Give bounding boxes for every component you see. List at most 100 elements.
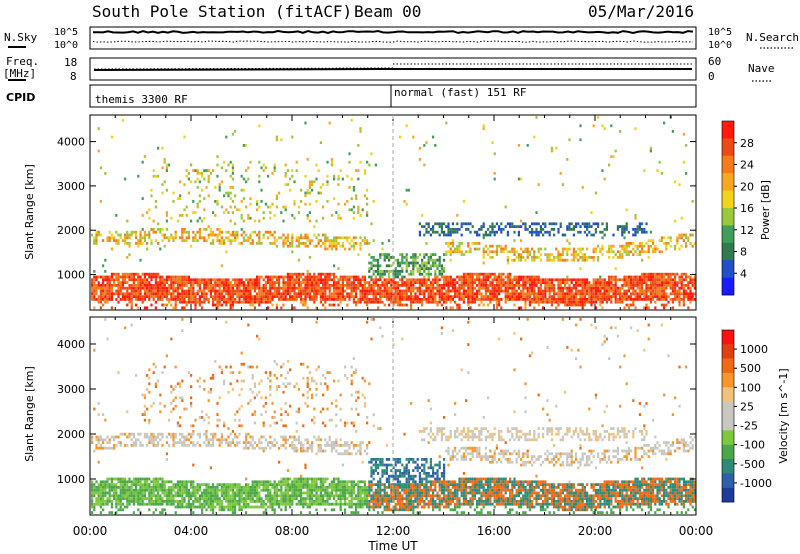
range-cell [236, 410, 239, 414]
range-cell [198, 281, 201, 284]
range-cell [383, 270, 386, 273]
range-cell [119, 483, 122, 486]
range-cell [245, 289, 248, 293]
range-cell [528, 275, 531, 279]
range-cell [491, 295, 494, 298]
range-cell [163, 233, 166, 237]
range-cell [311, 298, 314, 301]
range-cell [649, 239, 652, 242]
range-cell [286, 284, 289, 287]
range-cell [348, 281, 351, 284]
range-cell [315, 278, 318, 282]
range-cell [154, 497, 157, 500]
range-cell [115, 488, 118, 492]
range-cell [108, 438, 111, 442]
range-cell [601, 278, 604, 282]
range-cell [621, 256, 624, 259]
range-cell [341, 295, 344, 298]
range-cell [256, 281, 259, 284]
range-cell [137, 502, 140, 506]
range-cell [304, 244, 307, 248]
range-cell [489, 281, 492, 284]
range-cell [308, 219, 311, 223]
range-cell [348, 292, 351, 296]
range-cell [260, 286, 263, 290]
range-cell [520, 278, 523, 282]
range-cell [379, 270, 382, 273]
range-cell [113, 284, 116, 287]
range-cell [555, 222, 558, 226]
range-cell [256, 286, 259, 290]
range-cell [667, 295, 670, 298]
range-cell [165, 497, 168, 500]
range-cell [174, 303, 177, 307]
range-cell [170, 410, 173, 414]
range-cell [143, 278, 146, 282]
range-cell [150, 284, 153, 287]
range-cell [286, 286, 289, 290]
range-cell [214, 286, 217, 290]
range-cell [170, 491, 173, 495]
range-cell [130, 491, 133, 495]
range-cell [627, 284, 630, 287]
range-cell [161, 371, 164, 374]
range-cell [137, 275, 140, 279]
range-cell [663, 278, 666, 282]
range-cell [645, 303, 648, 307]
range-cell [484, 289, 487, 293]
range-cell [520, 177, 523, 181]
range-cell [179, 486, 182, 489]
range-cell [476, 230, 479, 234]
range-cell [231, 132, 234, 136]
range-cell [575, 250, 578, 254]
range-cell [223, 160, 226, 164]
range-cell [282, 292, 285, 296]
range-cell [152, 292, 155, 296]
range-cell [517, 258, 520, 262]
range-cell [665, 292, 668, 296]
range-cell [599, 295, 602, 298]
range-cell [93, 270, 96, 273]
range-cell [304, 191, 307, 195]
range-cell [121, 118, 124, 122]
range-cell [623, 236, 626, 240]
range-cell [377, 272, 380, 276]
range-cell [251, 239, 254, 242]
range-cell [355, 286, 358, 290]
range-cell [597, 281, 600, 284]
beam-label: Beam 00 [354, 2, 421, 21]
range-cell [330, 272, 333, 276]
range-cell [377, 278, 380, 282]
range-cell [619, 292, 622, 296]
range-cell [566, 289, 569, 293]
range-cell [566, 286, 569, 290]
range-cell [190, 295, 193, 298]
range-cell [462, 200, 465, 203]
range-cell [465, 281, 468, 284]
range-cell [269, 233, 272, 237]
range-cell [418, 298, 421, 301]
range-cell [535, 116, 538, 119]
range-cell [203, 216, 206, 220]
range-cell [209, 172, 212, 175]
range-cell [456, 286, 459, 290]
range-cell [542, 298, 545, 301]
range-cell [205, 292, 208, 296]
range-cell [216, 300, 219, 304]
range-cell [240, 505, 243, 509]
range-cell [183, 275, 186, 279]
range-cell [454, 295, 457, 298]
range-cell [608, 281, 611, 284]
range-cell [480, 286, 483, 290]
range-cell [324, 278, 327, 282]
range-cell [663, 281, 666, 284]
range-cell [603, 298, 606, 301]
range-cell [212, 300, 215, 304]
range-cell [608, 284, 611, 287]
range-cell [379, 286, 382, 290]
range-cell [245, 295, 248, 298]
range-cell [137, 477, 140, 481]
range-cell [575, 225, 578, 228]
range-cell [190, 497, 193, 500]
range-cell [407, 289, 410, 293]
